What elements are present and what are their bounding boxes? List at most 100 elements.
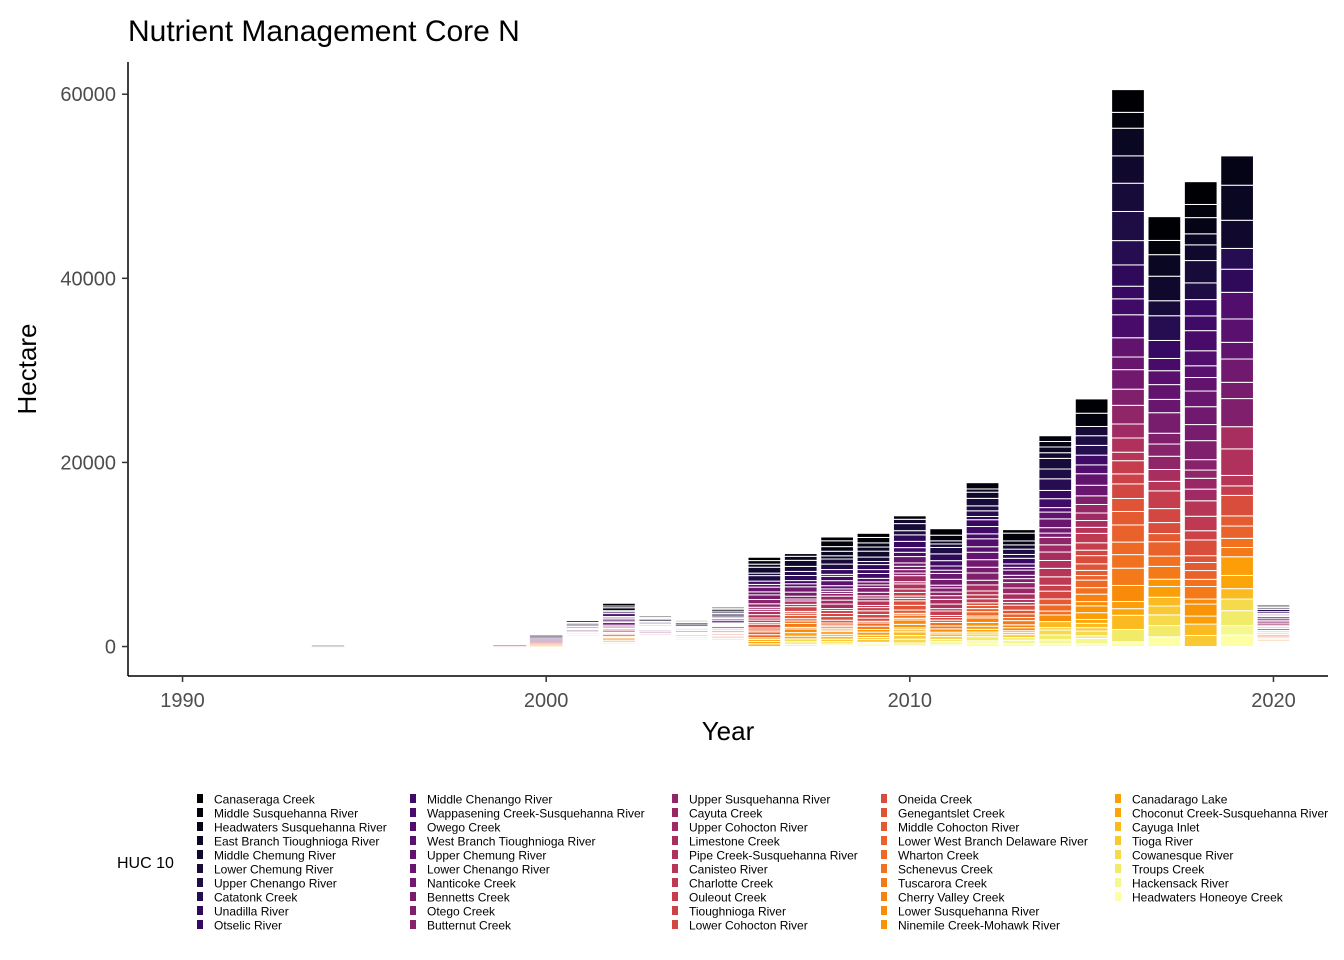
bar-segment: [1111, 584, 1145, 602]
bar-segment: [1038, 598, 1073, 606]
bar-segment: [1038, 452, 1073, 459]
bar-segment: [1002, 639, 1036, 645]
bar-segment: [1038, 614, 1073, 623]
bar-segment: [965, 482, 1000, 490]
bar-segment: [965, 621, 1000, 627]
bar-segment: [965, 546, 1000, 553]
bar-segment: [1111, 285, 1145, 300]
bar-2011: [929, 528, 964, 648]
legend-key: [672, 920, 678, 929]
bar-segment: [1147, 384, 1182, 400]
legend-label: Upper Cohocton River: [689, 821, 808, 835]
legend-label: Canaseraga Creek: [214, 793, 316, 807]
bar-segment: [1147, 490, 1182, 510]
bar-segment: [1038, 567, 1073, 578]
legend-key: [881, 878, 887, 887]
bar-segment: [1038, 435, 1073, 442]
bar-segment: [892, 515, 927, 520]
bar-segment: [1147, 455, 1182, 470]
legend-key: [881, 906, 887, 915]
bar-segment: [820, 546, 854, 552]
y-tick-label: 0: [105, 637, 116, 659]
bar-segment: [965, 594, 1000, 600]
bar-segment: [1074, 593, 1109, 603]
legend-key: [197, 836, 203, 845]
bar-segment: [929, 578, 964, 586]
bar-segment: [1147, 339, 1182, 359]
bar-segment: [1074, 630, 1109, 637]
legend-key: [410, 906, 416, 915]
bar-segment: [747, 560, 782, 565]
bar-segment: [892, 530, 927, 536]
bar-segment: [1002, 557, 1036, 565]
legend-label: Wharton Creek: [898, 849, 980, 863]
bar-segment: [1038, 559, 1073, 569]
legend-label: Owego Creek: [427, 821, 501, 835]
bar-segment: [1111, 473, 1145, 485]
bar-1994: [311, 645, 345, 648]
bar-segment: [1220, 318, 1254, 343]
bar-segment: [1183, 260, 1218, 284]
bar-segment: [1220, 184, 1254, 221]
bar-segment: [929, 543, 964, 548]
bar-segment: [1220, 247, 1254, 270]
legend-label: Headwaters Honeoye Creek: [1132, 891, 1284, 905]
legend-label: Pipe Creek-Susquehanna River: [689, 849, 858, 863]
bar-segment: [965, 566, 1000, 574]
bar-segment: [892, 635, 927, 640]
x-tick-label: 1990: [160, 690, 205, 712]
bar-segment: [1220, 588, 1254, 600]
legend-key: [672, 878, 678, 887]
legend-label: Oneida Creek: [898, 793, 973, 807]
bar-segment: [1147, 578, 1182, 587]
bar-segment: [892, 638, 927, 644]
bar-segment: [747, 586, 782, 593]
legend-label: Lower Chenango River: [427, 863, 550, 877]
bar-segment: [747, 599, 782, 605]
bar-segment: [1111, 388, 1145, 406]
bar-segment: [1220, 515, 1254, 527]
bar-segment: [892, 623, 927, 629]
bar-segment: [1147, 533, 1182, 543]
bar-segment: [783, 586, 818, 593]
bar-segment: [1038, 446, 1073, 454]
bar-segment: [1111, 111, 1145, 129]
bar-segment: [1147, 412, 1182, 434]
legend-label: Tioughnioga River: [689, 905, 786, 919]
legend-key: [881, 794, 887, 803]
legend-label: Tuscarora Creek: [898, 877, 988, 891]
legend-key: [197, 794, 203, 803]
legend-label: Upper Susquehanna River: [689, 793, 830, 807]
legend-label: Lower Chemung River: [214, 863, 333, 877]
legend-key: [881, 850, 887, 859]
bar-segment: [929, 553, 964, 562]
bar-segment: [965, 497, 1000, 507]
legend-label: East Branch Tioughnioga River: [214, 835, 379, 849]
legend-key: [1115, 878, 1121, 887]
bar-segment: [783, 555, 818, 561]
bar-segment: [711, 606, 745, 609]
bar-segment: [856, 610, 891, 616]
bar-segment: [820, 580, 854, 587]
bar-segment: [1183, 424, 1218, 442]
bar-segment: [1111, 608, 1145, 616]
bar-segment: [1038, 536, 1073, 546]
bar-segment: [674, 619, 709, 622]
bar-segment: [1147, 522, 1182, 535]
bar-2009: [856, 532, 891, 648]
x-tick-label: 2000: [524, 690, 569, 712]
bar-segment: [1002, 540, 1036, 546]
bar-segment: [493, 645, 527, 646]
bar-2015: [1074, 398, 1109, 648]
bar-segment: [1111, 510, 1145, 526]
bar-segment: [1183, 586, 1218, 600]
legend-key: [1115, 822, 1121, 831]
bar-segment: [1038, 498, 1073, 509]
bar-2005: [711, 606, 745, 648]
bar-segment: [1220, 634, 1254, 648]
bar-segment: [856, 542, 891, 548]
bar-2017: [1147, 216, 1182, 648]
bar-segment: [856, 577, 891, 583]
legend-key: [410, 836, 416, 845]
